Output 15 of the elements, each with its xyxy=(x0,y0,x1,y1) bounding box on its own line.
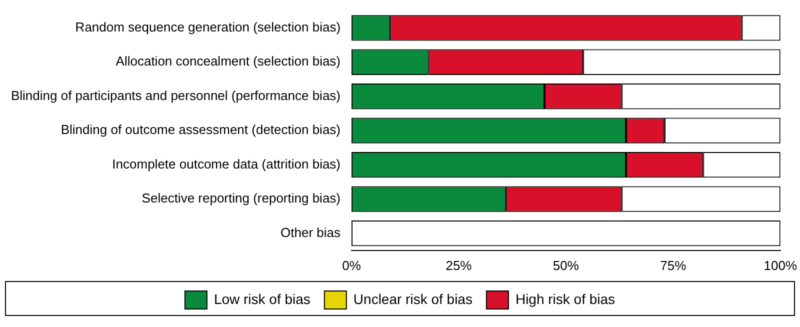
legend-label: Low risk of bias xyxy=(214,290,310,307)
y-tick-label: Blinding of participants and personnel (performance bias) xyxy=(10,88,341,103)
x-tick-label: 25% xyxy=(446,258,472,273)
y-tick-label: Allocation concealment (selection bias) xyxy=(116,54,341,69)
y-tick-label: Other bias xyxy=(280,224,342,240)
x-tick-label: 0% xyxy=(342,258,362,273)
legend-label: Unclear risk of bias xyxy=(353,290,472,307)
y-tick-label: Selective reporting (reporting bias) xyxy=(142,190,341,206)
x-tick-label: 75% xyxy=(660,258,687,273)
x-tick-label: 50% xyxy=(552,258,580,273)
y-tick-label: Incomplete outcome data (attrition bias) xyxy=(112,156,341,172)
legend-label: High risk of bias xyxy=(515,290,616,307)
y-tick-label: Blinding of outcome assessment (detection bias) xyxy=(60,122,341,138)
y-tick-label: Random sequence generation (selection bias) xyxy=(75,19,341,34)
x-tick-label: 100% xyxy=(764,258,798,273)
